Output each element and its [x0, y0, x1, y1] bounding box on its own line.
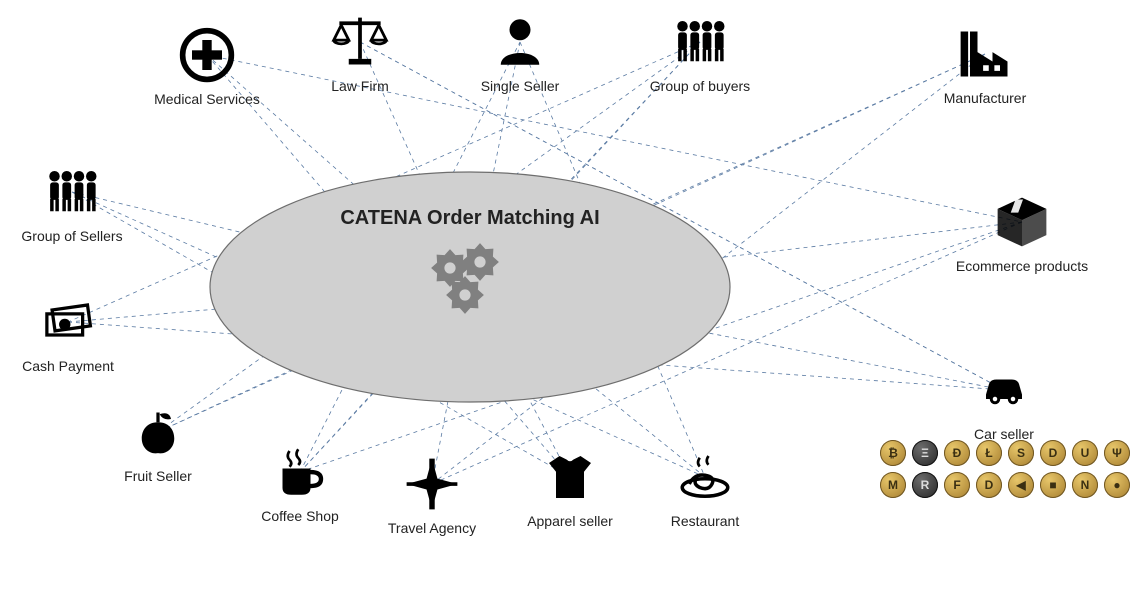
node-label: Cash Payment — [22, 358, 114, 374]
node-label: Restaurant — [671, 513, 739, 529]
scale-icon — [328, 10, 392, 74]
people-icon — [40, 160, 104, 224]
coin-icon: M — [880, 472, 906, 498]
node-single_seller: Single Seller — [450, 10, 590, 94]
coffee-icon — [268, 440, 332, 504]
cash-icon — [36, 290, 100, 354]
node-fruit: Fruit Seller — [88, 400, 228, 484]
diagram-canvas: CATENA Order Matching AI Medical Service… — [0, 0, 1130, 592]
coin-icon: Ψ — [1104, 440, 1130, 466]
node-sellers: Group of Sellers — [2, 160, 142, 244]
node-label: Manufacturer — [944, 90, 1026, 106]
coin-icon: R — [912, 472, 938, 498]
apple-icon — [126, 400, 190, 464]
node-label: Medical Services — [154, 91, 260, 107]
box-icon — [990, 190, 1054, 254]
node-label: Ecommerce products — [956, 258, 1088, 274]
node-label: Group of Sellers — [21, 228, 122, 244]
coin-icon: ₿ — [880, 440, 906, 466]
crypto-coins: ₿ΞÐŁSDUΨ₮MRFD◀■N●∞ — [880, 440, 1130, 498]
car-icon — [972, 358, 1036, 422]
hub-title: CATENA Order Matching AI — [340, 207, 599, 230]
shirt-icon — [538, 445, 602, 509]
node-label: Coffee Shop — [261, 508, 339, 524]
node-label: Single Seller — [481, 78, 560, 94]
coin-icon: D — [1040, 440, 1066, 466]
coin-icon: D — [976, 472, 1002, 498]
node-apparel: Apparel seller — [500, 445, 640, 529]
node-travel: Travel Agency — [362, 452, 502, 536]
node-law: Law Firm — [290, 10, 430, 94]
coin-icon: Ξ — [912, 440, 938, 466]
gears-icon — [415, 240, 525, 325]
people-icon — [668, 10, 732, 74]
coin-icon: ■ — [1040, 472, 1066, 498]
coin-icon: ◀ — [1008, 472, 1034, 498]
node-label: Apparel seller — [527, 513, 613, 529]
coin-icon: ● — [1104, 472, 1130, 498]
pasta-icon — [673, 445, 737, 509]
node-restaurant: Restaurant — [635, 445, 775, 529]
plane-icon — [400, 452, 464, 516]
coin-icon: F — [944, 472, 970, 498]
factory-icon — [953, 22, 1017, 86]
coin-icon: Ð — [944, 440, 970, 466]
node-label: Group of buyers — [650, 78, 750, 94]
person-icon — [488, 10, 552, 74]
hub: CATENA Order Matching AI — [310, 207, 630, 325]
node-coffee: Coffee Shop — [230, 440, 370, 524]
node-label: Law Firm — [331, 78, 389, 94]
node-cash: Cash Payment — [0, 290, 138, 374]
medical-icon — [175, 23, 239, 87]
coin-icon: N — [1072, 472, 1098, 498]
coin-icon: U — [1072, 440, 1098, 466]
node-ecommerce: Ecommerce products — [952, 190, 1092, 274]
node-medical: Medical Services — [137, 23, 277, 107]
node-manufacturer: Manufacturer — [915, 22, 1055, 106]
node-car: Car seller — [934, 358, 1074, 442]
node-buyers: Group of buyers — [630, 10, 770, 94]
hub-ellipse — [210, 172, 730, 402]
coin-icon: Ł — [976, 440, 1002, 466]
coin-icon: S — [1008, 440, 1034, 466]
node-label: Travel Agency — [388, 520, 476, 536]
node-label: Fruit Seller — [124, 468, 192, 484]
